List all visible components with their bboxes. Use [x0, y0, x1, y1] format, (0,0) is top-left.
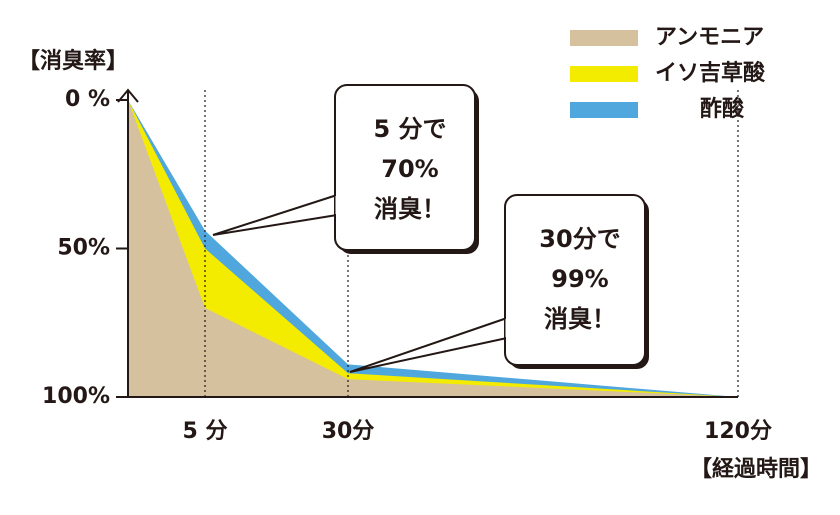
x-tick-label: 30分 [322, 419, 375, 444]
x-axis-label: 【経過時間】 [690, 456, 822, 482]
callout-text: 消臭！ [544, 305, 616, 333]
x-tick-label: 120分 [704, 419, 772, 444]
legend-swatch [570, 102, 638, 118]
callout-pointer [212, 194, 338, 236]
callout-box [334, 84, 476, 251]
legend-label: 酢酸 [700, 97, 745, 122]
x-tick-label: 5 分 [183, 419, 228, 444]
y-tick-label: 0 % [65, 87, 110, 112]
callout-box [504, 194, 646, 366]
area [128, 100, 738, 397]
y-axis-arrow [117, 88, 139, 103]
legend-swatch [570, 66, 638, 82]
y-axis-label: 【消臭率】 [18, 48, 128, 74]
legend-label: アンモニア [655, 25, 764, 50]
callout-pointer [349, 317, 508, 373]
callout-text: 5 分で [373, 115, 446, 143]
callout-text: 消臭！ [374, 195, 446, 223]
legend-swatch [570, 30, 638, 46]
callout-text: 70% [381, 155, 438, 183]
area [128, 100, 738, 397]
callout-text: 99% [551, 265, 608, 293]
callout-text: 30分で [539, 225, 620, 253]
legend-label: イソ吉草酸 [655, 60, 766, 86]
y-tick-label: 100% [42, 384, 110, 409]
y-tick-label: 50% [57, 236, 110, 261]
